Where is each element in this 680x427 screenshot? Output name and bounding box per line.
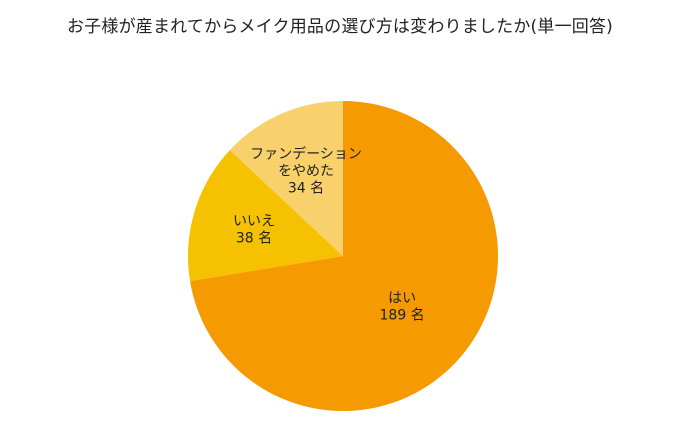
slice-value-1: 38 名 xyxy=(236,231,272,247)
slice-name-0: はい xyxy=(388,291,416,307)
pie-slice-0 xyxy=(190,101,498,411)
slice-label-2: ファンデーションをやめた 34 名 xyxy=(250,146,362,197)
pie-slice-2 xyxy=(229,101,343,256)
slice-label-1: いいえ 38 名 xyxy=(233,214,275,247)
slice-name-2: をやめた xyxy=(278,164,334,180)
slice-name-1: いいえ xyxy=(233,214,275,230)
slice-name-2: ファンデーション xyxy=(250,146,362,163)
pie-slice-1 xyxy=(187,150,343,282)
slice-value-0: 189 名 xyxy=(380,308,425,324)
slice-label-0: はい 189 名 xyxy=(380,291,425,324)
chart-title: お子様が産まれてからメイク用品の選び方は変わりましたか(単一回答) xyxy=(66,17,613,37)
slice-value-2: 34 名 xyxy=(288,181,324,197)
